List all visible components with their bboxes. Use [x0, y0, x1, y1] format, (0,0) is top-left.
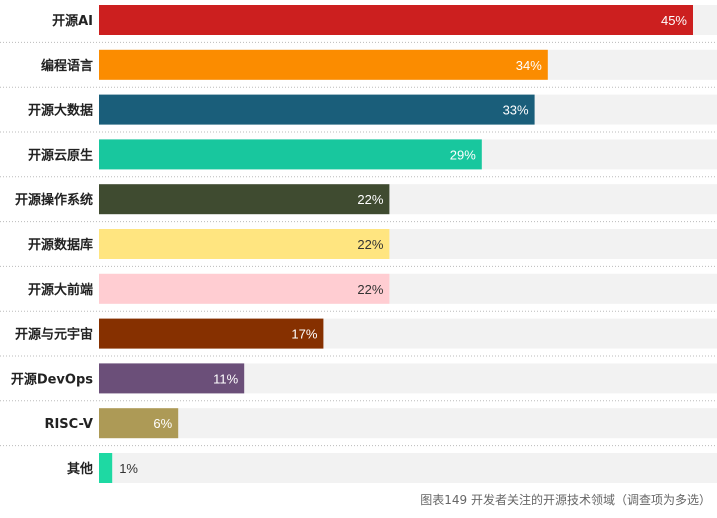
value-label: 22% [357, 237, 383, 252]
category-label: 开源操作系统 [15, 192, 93, 208]
category-label: 开源云原生 [28, 147, 93, 163]
category-label: 开源数据库 [28, 237, 93, 253]
category-label: RISC-V [44, 417, 93, 432]
category-label: 开源大前端 [28, 282, 93, 298]
value-label: 1% [119, 461, 138, 476]
bar [99, 139, 482, 170]
value-label: 11% [213, 371, 238, 386]
category-label: 开源AI [52, 13, 93, 29]
value-label: 34% [516, 58, 542, 73]
value-label: 22% [357, 192, 383, 207]
bar [99, 453, 113, 483]
bar [99, 49, 548, 80]
bar [99, 273, 390, 304]
bar-track [99, 408, 717, 439]
category-label: 编程语言 [41, 58, 93, 74]
bar [99, 229, 390, 259]
value-label: 29% [450, 147, 476, 162]
category-label: 开源DevOps [11, 371, 93, 387]
bar [99, 5, 693, 35]
bar [99, 94, 535, 125]
bar [99, 318, 324, 349]
bar [99, 363, 245, 394]
value-label: 33% [503, 103, 529, 118]
bar-track [99, 453, 717, 483]
bar [99, 408, 179, 439]
category-label: 开源与元宇宙 [15, 327, 93, 343]
value-label: 22% [357, 282, 383, 297]
category-label: 其他 [67, 461, 93, 477]
value-label: 6% [153, 416, 172, 431]
bar [99, 184, 390, 215]
value-label: 45% [661, 13, 687, 28]
category-label: 开源大数据 [28, 103, 93, 119]
chart-caption: 图表149 开发者关注的开源技术领域（调查项为多选） [420, 493, 711, 507]
value-label: 17% [291, 327, 317, 342]
